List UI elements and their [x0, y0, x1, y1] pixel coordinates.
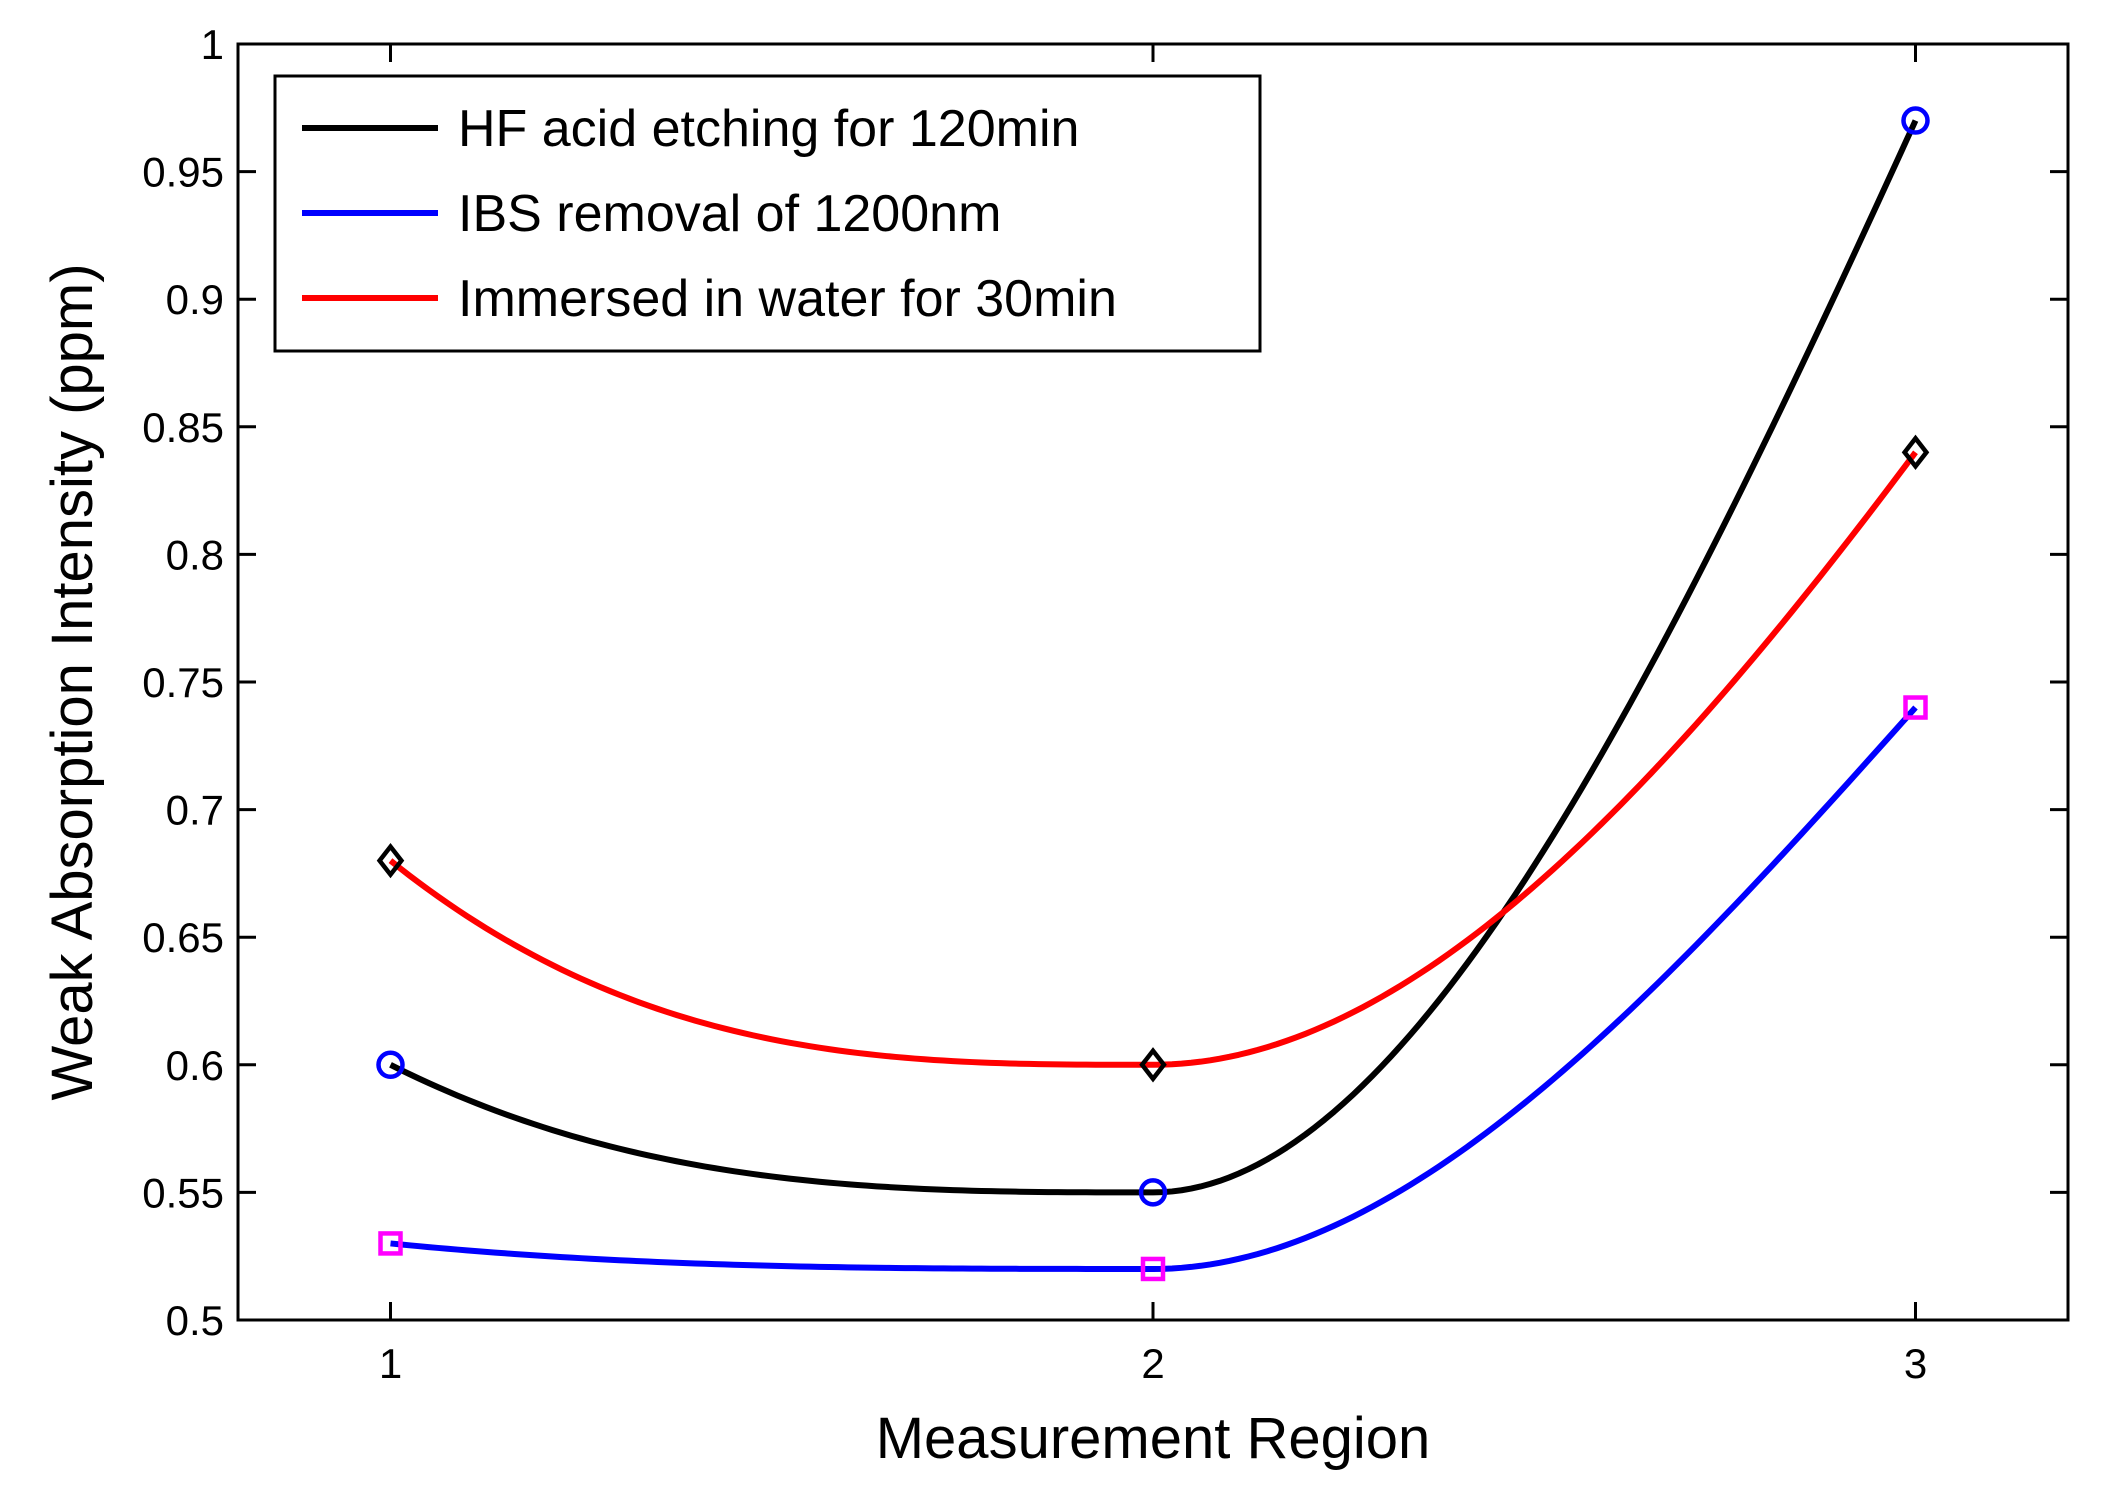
data-point-immersed-water	[1139, 1047, 1167, 1083]
series-line-ibs-removal	[390, 705, 1918, 1272]
y-tick-label: 0.75	[142, 659, 224, 706]
legend-label-ibs-removal: IBS removal of 1200nm	[458, 185, 1001, 243]
data-point-hf-acid	[376, 1050, 405, 1080]
y-tick-label: 0.9	[166, 276, 224, 323]
data-point-immersed-water	[1901, 434, 1930, 470]
data-point-hf-acid	[1138, 1178, 1168, 1207]
y-tick-label: 1	[201, 21, 224, 68]
legend: HF acid etching for 120min IBS removal o…	[273, 74, 1262, 353]
legend-label-hf-acid: HF acid etching for 120min	[458, 100, 1079, 158]
x-axis-title: Measurement Region	[876, 1406, 1431, 1471]
y-tick-labels: 0.5 0.55 0.6 0.65 0.7 0.75 0.8 0.85 0.9 0.95 1	[142, 21, 224, 1344]
series-line-immersed-water	[388, 450, 1918, 1068]
data-point-immersed-water	[376, 842, 405, 879]
series-line-hf-acid	[389, 119, 1919, 1196]
y-tick-label: 0.55	[142, 1169, 224, 1216]
marker-layer	[376, 106, 1930, 1282]
data-point-ibs-removal	[1903, 695, 1928, 720]
y-tick-label: 0.95	[142, 149, 224, 196]
y-tick-label: 0.6	[166, 1042, 224, 1089]
y-tick-label: 0.85	[142, 404, 224, 451]
x-tick-label: 2	[1141, 1340, 1164, 1387]
x-tick-label: 1	[379, 1340, 402, 1387]
legend-box	[273, 74, 1262, 353]
data-point-ibs-removal	[378, 1231, 403, 1256]
y-axis-title: Weak Absorption Intensity (ppm)	[40, 263, 105, 1100]
data-point-hf-acid	[1901, 106, 1930, 135]
axis-ticks	[238, 42, 2068, 1322]
legend-label-immersed-water: Immersed in water for 30min	[458, 270, 1117, 328]
y-tick-label: 0.5	[166, 1297, 224, 1344]
y-tick-label: 0.8	[166, 531, 224, 578]
y-tick-label: 0.65	[142, 914, 224, 961]
data-point-ibs-removal	[1140, 1256, 1166, 1282]
x-tick-labels: 1 2 3	[379, 1340, 1927, 1387]
y-tick-label: 0.7	[166, 787, 224, 834]
series-layer	[388, 119, 1919, 1272]
x-tick-label: 3	[1904, 1340, 1927, 1387]
